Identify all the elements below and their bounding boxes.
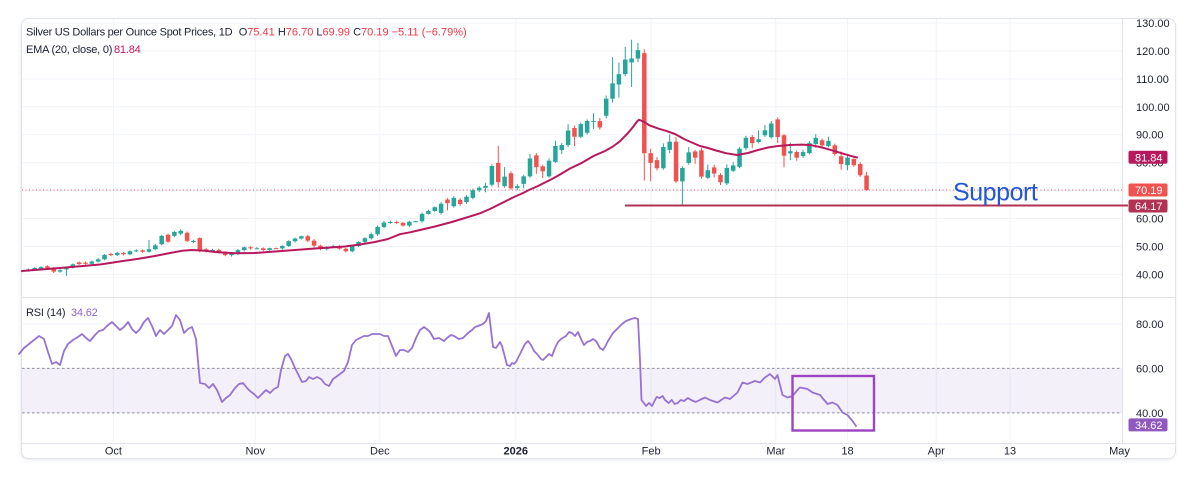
svg-text:Oct: Oct (105, 446, 122, 458)
svg-text:Apr: Apr (928, 446, 945, 458)
svg-text:60.00: 60.00 (1136, 214, 1164, 226)
svg-text:60.00: 60.00 (1136, 363, 1164, 375)
svg-text:100.00: 100.00 (1136, 102, 1170, 114)
svg-text:Support: Support (953, 179, 1038, 207)
svg-text:Silver US Dollars per Ounce Sp: Silver US Dollars per Ounce Spot Prices,… (26, 27, 233, 39)
svg-text:80.00: 80.00 (1136, 319, 1164, 331)
svg-text:130.00: 130.00 (1136, 18, 1170, 30)
svg-text:90.00: 90.00 (1136, 130, 1164, 142)
svg-text:50.00: 50.00 (1136, 242, 1164, 254)
svg-text:34.62: 34.62 (1135, 420, 1163, 432)
svg-text:81.84: 81.84 (1135, 152, 1163, 164)
svg-text:70.19: 70.19 (1135, 185, 1163, 197)
svg-text:120.00: 120.00 (1136, 46, 1170, 58)
svg-text:Feb: Feb (642, 446, 661, 458)
svg-text:RSI (14)34.62: RSI (14) 34.62 (26, 307, 98, 319)
svg-text:40.00: 40.00 (1136, 408, 1164, 420)
svg-text:Dec: Dec (370, 446, 390, 458)
svg-text:Nov: Nov (246, 446, 266, 458)
svg-text:13: 13 (1004, 446, 1016, 458)
svg-text:64.17: 64.17 (1135, 201, 1163, 213)
svg-text:40.00: 40.00 (1136, 269, 1164, 281)
svg-text:O75.41 H76.70 L69.99 C70.19 −5: O75.41 H76.70 L69.99 C70.19 −5.11 (−6.79… (239, 27, 467, 39)
svg-text:Mar: Mar (766, 446, 785, 458)
svg-text:May: May (1109, 446, 1130, 458)
svg-text:110.00: 110.00 (1136, 74, 1169, 86)
svg-text:EMA (20, close, 0)81.84: EMA (20, close, 0) 81.84 (26, 44, 141, 56)
svg-text:2026: 2026 (504, 446, 528, 458)
svg-text:18: 18 (841, 446, 853, 458)
